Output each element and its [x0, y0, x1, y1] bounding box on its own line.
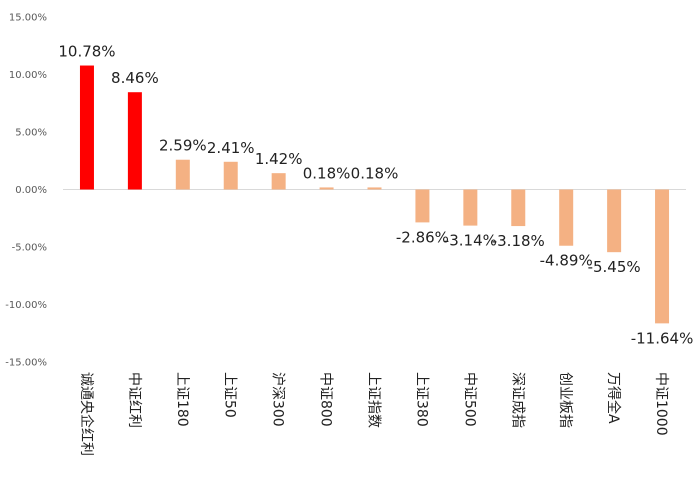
y-axis-ticks: 15.00% 10.00% 5.00% 0.00% -5.00% -10.00% -15.0…	[5, 13, 47, 369]
y-tick-label: 0.00%	[15, 185, 47, 196]
bar	[223, 161, 238, 190]
data-label: 0.18%	[303, 164, 351, 182]
bar	[367, 187, 382, 190]
category-label: 中证500	[461, 372, 477, 427]
y-tick-label: -5.00%	[12, 243, 47, 254]
category-label: 沪深300	[270, 372, 286, 427]
data-label: -3.14%	[444, 232, 497, 250]
y-tick-label: 5.00%	[15, 128, 47, 139]
data-label: 8.46%	[111, 69, 159, 87]
data-label: -2.86%	[396, 228, 449, 246]
y-tick-label: -10.00%	[5, 300, 47, 311]
data-label: -11.64%	[631, 329, 694, 347]
category-label: 上证380	[413, 372, 429, 427]
data-label: 2.41%	[207, 139, 255, 157]
data-label: 10.78%	[58, 43, 115, 61]
bar	[463, 189, 478, 226]
y-tick-label: -15.00%	[5, 358, 47, 369]
category-label: 上证180	[174, 372, 190, 427]
category-labels-group: 诚通央企红利 中证红利 上证180 上证50 沪深300 中证800 上证指数 上证380 中证…	[78, 372, 669, 456]
category-label: 诚通央企红利	[78, 372, 95, 456]
bar	[511, 189, 526, 227]
y-tick-label: 15.00%	[9, 13, 47, 24]
category-label: 上证指数	[366, 372, 382, 428]
y-tick-label: 10.00%	[9, 70, 47, 81]
data-label: -4.89%	[540, 252, 593, 270]
category-label: 万得全A	[605, 372, 622, 424]
bar	[655, 189, 670, 324]
data-label: 2.59%	[159, 137, 207, 155]
data-label: 1.42%	[255, 150, 303, 168]
bar	[415, 189, 430, 223]
category-label: 中证红利	[126, 372, 142, 428]
category-label: 创业板指	[557, 372, 573, 428]
category-label: 深证成指	[509, 372, 525, 428]
bar	[127, 92, 142, 190]
bar	[319, 187, 334, 190]
category-label: 中证1000	[653, 372, 669, 436]
bars-group	[79, 65, 670, 324]
bar	[79, 65, 94, 190]
bar	[271, 173, 286, 190]
bar	[175, 159, 190, 190]
data-label: -5.45%	[588, 258, 641, 276]
category-label: 中证800	[318, 372, 334, 427]
data-label: 0.18%	[351, 164, 399, 182]
category-label: 上证50	[222, 372, 238, 418]
bar	[607, 189, 622, 253]
data-label: -3.18%	[492, 232, 545, 250]
bar	[559, 189, 574, 246]
value-labels-group: 10.78%8.46%2.59% 2.41%1.42%0.18% 0.18%-2.8…	[58, 43, 693, 348]
